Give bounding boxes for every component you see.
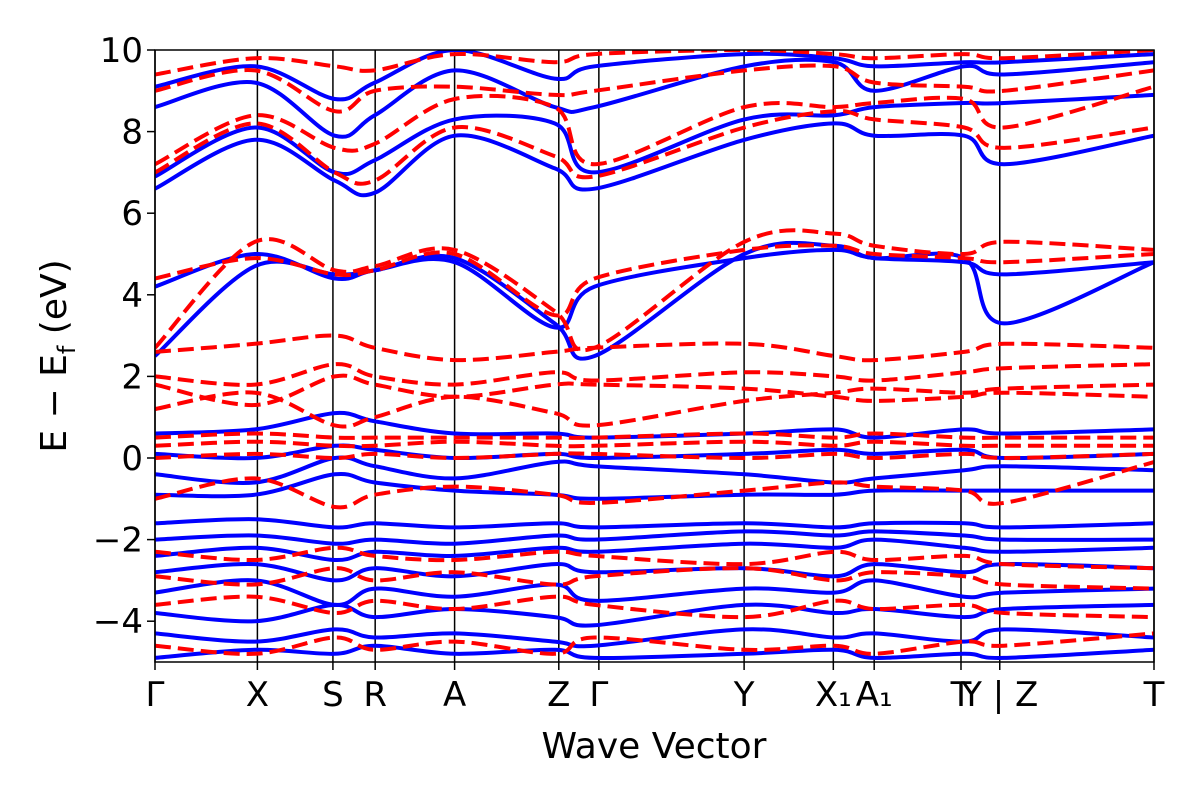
y-tick-label: 8 (121, 113, 143, 153)
x-tick-label: R (363, 675, 387, 715)
x-tick-label: Y | Z (960, 675, 1038, 715)
x-tick-label: X₁ (815, 675, 852, 715)
solid-band-line (155, 537, 1154, 563)
dashed-band-line (155, 460, 1154, 510)
y-tick-label: −2 (93, 521, 143, 561)
y-tick-label: −4 (93, 602, 143, 642)
x-tick-label: A (443, 675, 466, 715)
x-tick-label: Γ (146, 675, 165, 715)
dashed-band-series (155, 50, 1154, 656)
dashed-band-line (155, 84, 1154, 167)
solid-band-line (155, 471, 1154, 501)
solid-band-line (155, 627, 1154, 649)
x-tick-label: S (322, 675, 344, 715)
solid-band-line (155, 578, 1154, 607)
solid-band-line (155, 121, 1154, 198)
dashed-band-line (155, 362, 1154, 387)
y-tick-label: 4 (121, 276, 143, 316)
dashed-band-line (155, 431, 1154, 440)
y-axis-label-subscript: f (53, 345, 81, 354)
solid-band-line (155, 247, 1154, 330)
y-tick-label: 0 (121, 439, 143, 479)
solid-band-line (155, 92, 1154, 179)
y-tick-label: 10 (100, 31, 143, 71)
x-tick-label: A₁ (856, 675, 893, 715)
solid-band-line (155, 643, 1154, 660)
x-tick-label: Γ (589, 675, 608, 715)
dashed-band-line (155, 109, 1154, 186)
x-tick-label: Z (547, 675, 570, 715)
dashed-band-line (155, 333, 1154, 363)
solid-band-line (155, 57, 1154, 139)
y-tick-label: 6 (121, 194, 143, 234)
x-tick-label: T (950, 675, 972, 715)
dashed-band-line (155, 382, 1154, 429)
y-axis-label-main: E − E (34, 354, 75, 453)
x-tick-label: X (246, 675, 269, 715)
bands-layer (155, 50, 1154, 660)
dashed-band-line (155, 228, 1154, 353)
solid-band-line (155, 50, 1154, 102)
solid-band-series (155, 50, 1154, 660)
dashed-band-line (155, 50, 1154, 77)
x-axis-label: Wave Vector (542, 726, 767, 767)
y-axis-label: E − Ef (eV) (34, 259, 81, 452)
dashed-band-line (155, 545, 1154, 571)
x-tick-label: Y (733, 675, 755, 715)
y-axis-label-unit: (eV) (34, 259, 75, 345)
plot-frame (154, 49, 1155, 663)
solid-band-line (155, 455, 1154, 485)
solid-band-line (155, 517, 1154, 530)
dashed-band-line (155, 451, 1154, 460)
solid-band-line (155, 561, 1154, 583)
solid-band-line (155, 443, 1154, 461)
solid-band-line (155, 529, 1154, 546)
dashed-band-line (155, 439, 1154, 449)
y-axis-ticks: −4 −2 0 2 4 6 8 10 (93, 31, 155, 642)
dashed-band-line (155, 243, 1154, 318)
y-tick-label: 2 (121, 357, 143, 397)
x-tick-label: T (1143, 675, 1165, 715)
dashed-band-line (155, 373, 1154, 408)
dashed-band-line (155, 63, 1154, 114)
